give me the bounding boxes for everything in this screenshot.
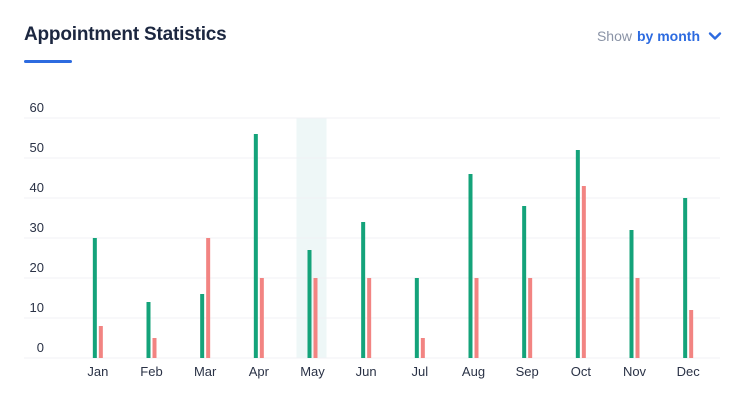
- bar-series-1-mar: [200, 294, 205, 358]
- x-tick-label-nov: Nov: [623, 364, 647, 379]
- x-tick-label-jan: Jan: [87, 364, 108, 379]
- y-tick-label: 0: [37, 340, 44, 355]
- bar-series-2-may: [313, 278, 318, 358]
- bar-series-1-aug: [468, 174, 473, 358]
- y-tick-label: 60: [30, 100, 44, 115]
- show-value: by month: [637, 28, 700, 44]
- y-tick-label: 10: [30, 300, 44, 315]
- bar-series-2-apr: [259, 278, 264, 358]
- x-tick-label-apr: Apr: [249, 364, 270, 379]
- bar-series-1-may: [307, 250, 312, 358]
- bar-series-2-dec: [689, 310, 694, 358]
- bar-series-1-apr: [253, 134, 258, 358]
- x-tick-label-feb: Feb: [140, 364, 162, 379]
- bar-series-2-jun: [367, 278, 372, 358]
- y-tick-label: 40: [30, 180, 44, 195]
- bar-series-1-jul: [414, 278, 419, 358]
- bar-series-1-dec: [683, 198, 688, 358]
- x-tick-label-dec: Dec: [677, 364, 701, 379]
- bar-series-1-jan: [92, 238, 97, 358]
- bar-series-1-feb: [146, 302, 151, 358]
- period-dropdown[interactable]: Show by month: [597, 28, 722, 44]
- title-underline: [24, 60, 72, 63]
- bar-series-2-nov: [635, 278, 640, 358]
- bar-series-1-oct: [575, 150, 580, 358]
- chart-title: Appointment Statistics: [24, 24, 227, 45]
- x-tick-label-may: May: [300, 364, 325, 379]
- y-tick-label: 50: [30, 140, 44, 155]
- chevron-down-icon[interactable]: [708, 29, 722, 43]
- bar-series-1-nov: [629, 230, 634, 358]
- bar-series-2-jan: [98, 326, 103, 358]
- bar-series-2-jul: [420, 338, 425, 358]
- x-tick-label-aug: Aug: [462, 364, 485, 379]
- x-tick-label-jul: Jul: [412, 364, 429, 379]
- bar-series-2-sep: [528, 278, 533, 358]
- show-label: Show: [596, 28, 632, 44]
- y-tick-label: 30: [30, 220, 44, 235]
- bar-series-1-sep: [522, 206, 527, 358]
- y-tick-label: 20: [30, 260, 44, 275]
- bar-series-2-feb: [152, 338, 157, 358]
- bar-series-2-aug: [474, 278, 479, 358]
- bar-series-2-oct: [581, 186, 586, 358]
- x-tick-label-jun: Jun: [356, 364, 377, 379]
- bar-series-1-jun: [361, 222, 366, 358]
- bar-series-2-mar: [206, 238, 211, 358]
- x-tick-label-mar: Mar: [194, 364, 217, 379]
- x-tick-label-sep: Sep: [516, 364, 539, 379]
- x-tick-label-oct: Oct: [571, 364, 592, 379]
